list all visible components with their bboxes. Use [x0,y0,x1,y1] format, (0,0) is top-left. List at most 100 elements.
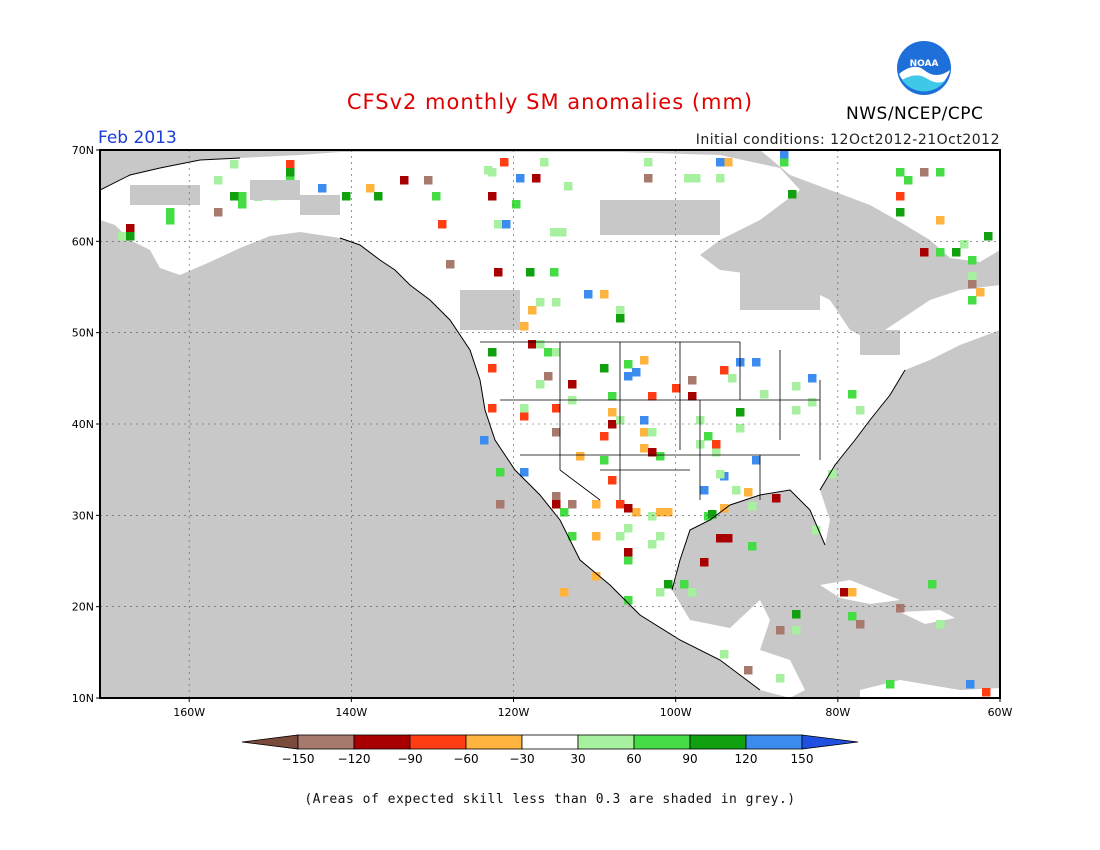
anomaly-cell [792,610,801,619]
anomaly-cell [560,508,569,517]
colorbar-tick-label: 30 [570,752,585,766]
anomaly-cell [600,364,609,373]
anomaly-cell [552,404,561,413]
anomaly-cell [700,558,709,567]
anomaly-cell [976,288,985,297]
anomaly-cell [952,248,961,257]
anomaly-cell [608,408,617,417]
colorbar-tick-label: 150 [791,752,814,766]
anomaly-cell [230,160,239,169]
colorbar-labels: −150 −120 −90 −60 −30 30 60 90 120 150 [282,752,814,766]
anomaly-cell [936,248,945,257]
anomaly-cell [616,306,625,315]
anomaly-cell [720,504,729,513]
anomaly-cell [984,232,993,241]
agency-label: NWS/NCEP/CPC [846,104,984,124]
anomaly-cell [716,174,725,183]
anomaly-cell [500,158,509,167]
lon-tick-label: 80W [825,706,850,719]
anomaly-cell [700,486,709,495]
anomaly-cell [568,500,577,509]
anomaly-cell [624,596,633,605]
anomaly-cell [550,268,559,277]
anomaly-cell [728,374,737,383]
anomaly-cell [516,174,525,183]
anomaly-cell [520,322,529,331]
anomaly-cell [400,176,409,185]
lon-tick-label: 160W [173,706,205,719]
anomaly-cell [584,290,593,299]
colorbar [241,734,859,750]
latitude-labels: 70N 60N 50N 40N 30N 20N 10N [72,144,100,705]
anomaly-cell [624,548,633,557]
anomaly-cell [512,200,521,209]
anomaly-cell [808,398,817,407]
anomaly-cell [644,174,653,183]
anomaly-cell [544,372,553,381]
anomaly-cell [640,444,649,453]
lat-tick-label: 40N [72,418,94,431]
anomaly-cell [214,208,223,217]
forecast-month-label: Feb 2013 [98,128,177,148]
anomaly-cell [936,620,945,629]
anomaly-cell [632,368,641,377]
low-skill-patch [300,195,340,215]
anomaly-cell [600,432,609,441]
anomaly-cell [592,532,601,541]
anomaly-cell [552,500,561,509]
graticule [100,150,1000,698]
anomaly-cell [648,392,657,401]
anomaly-cell [792,406,801,415]
anomaly-cell [488,404,497,413]
colorbar-tick-label: −150 [282,752,315,766]
anomaly-cell [672,384,681,393]
anomaly-cell [488,348,497,357]
anomaly-cell [748,542,757,551]
anomaly-cell [920,168,929,177]
colorbar-box [689,734,747,750]
anomaly-cell [532,174,541,183]
anomaly-cell [558,228,567,237]
anomaly-cell [608,420,617,429]
anomaly-cell [724,534,733,543]
anomaly-cell [656,588,665,597]
anomaly-cell [720,650,729,659]
anomaly-cell [624,524,633,533]
anomaly-cell [560,588,569,597]
anomaly-cell [536,298,545,307]
anomaly-cell [716,470,725,479]
anomaly-cell [286,168,295,177]
anomaly-cell [656,532,665,541]
anomaly-cell [712,448,721,457]
anomaly-cell [968,256,977,265]
anomaly-cell [544,348,553,357]
anomaly-cell [716,534,725,543]
anomaly-map: 70N 60N 50N 40N 30N 20N 10N 160W 140W 120W 100W 80… [72,144,1013,766]
anomaly-cell [736,424,745,433]
low-skill-patches [130,180,900,355]
anomaly-cell [374,192,383,201]
low-skill-patch [130,185,200,205]
anomaly-cell [968,272,977,281]
anomaly-cell [550,228,559,237]
anomaly-cell [780,158,789,167]
anomaly-cell [496,468,505,477]
anomaly-cell [520,412,529,421]
skill-footnote: (Areas of expected skill less than 0.3 a… [304,792,796,807]
anomaly-cell [760,390,769,399]
anomaly-cell [968,280,977,289]
anomaly-cell [772,494,781,503]
low-skill-patch [250,180,300,200]
anomaly-cell [904,176,913,185]
colorbar-box [409,734,467,750]
logo-text: NOAA [910,59,939,69]
anomaly-cell [744,666,753,675]
anomaly-cell [648,540,657,549]
anomaly-cell [600,456,609,465]
anomaly-cell [238,200,247,209]
anomaly-cell [896,168,905,177]
anomaly-cell [656,452,665,461]
longitude-labels: 160W 140W 120W 100W 80W 60W [173,698,1013,719]
anomaly-cell [624,504,633,513]
low-skill-patch [740,270,820,310]
